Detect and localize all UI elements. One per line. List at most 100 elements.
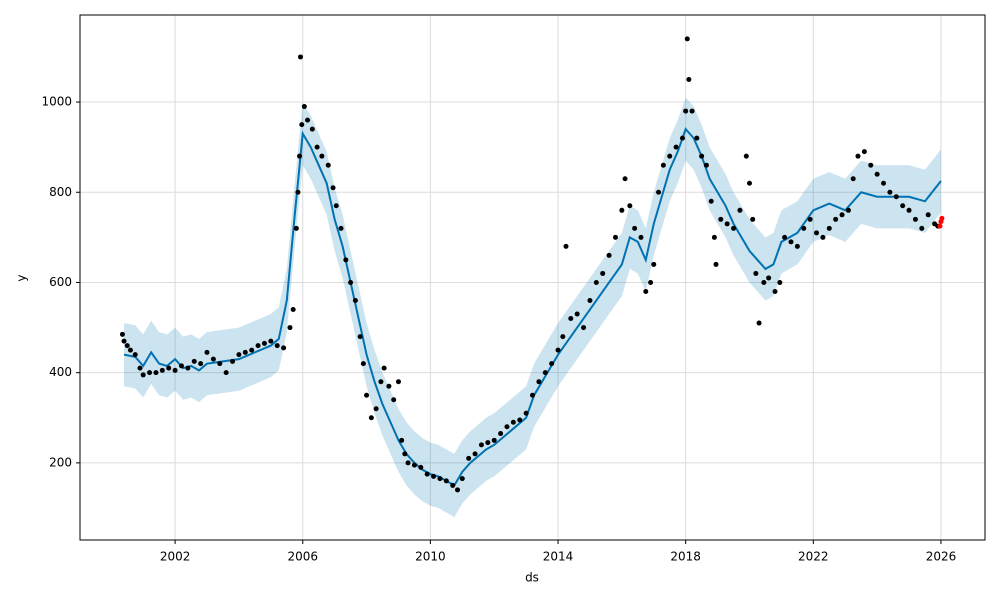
data-point [606, 252, 612, 258]
data-point [352, 298, 358, 304]
data-point [855, 153, 861, 159]
data-point [261, 340, 267, 346]
data-point [703, 162, 709, 168]
data-point [204, 349, 210, 355]
data-point [536, 379, 542, 385]
grid [80, 15, 985, 540]
x-tick-label: 2026 [926, 550, 957, 564]
data-point [424, 471, 430, 477]
data-point [137, 365, 143, 371]
data-point [191, 358, 197, 364]
data-point [368, 415, 374, 421]
data-point [299, 122, 305, 128]
x-tick-label: 2018 [670, 550, 701, 564]
data-point [794, 243, 800, 249]
data-point [667, 153, 673, 159]
data-point [919, 225, 925, 231]
marks [119, 36, 945, 517]
data-point [708, 198, 714, 204]
data-point [684, 36, 690, 42]
axes: 2002 2006 2010 2014 2018 2022 2026 200 400 600 800… [41, 95, 956, 564]
data-point [694, 135, 700, 141]
data-point [939, 215, 945, 221]
data-point [711, 234, 717, 240]
data-point [402, 451, 408, 457]
data-point [743, 153, 749, 159]
data-point [455, 487, 461, 493]
data-point [801, 225, 807, 231]
data-point [386, 383, 392, 389]
data-point [683, 108, 689, 114]
data-point [660, 162, 666, 168]
data-point [281, 345, 287, 351]
y-axis-label: y [15, 274, 29, 281]
data-point [236, 352, 242, 358]
data-point [826, 225, 832, 231]
data-point [210, 356, 216, 362]
data-point [159, 367, 165, 373]
data-point [166, 365, 172, 371]
data-point [679, 135, 685, 141]
data-point [542, 370, 548, 376]
data-point [689, 108, 695, 114]
data-point [255, 343, 261, 349]
data-point [549, 361, 555, 367]
data-point [325, 162, 331, 168]
data-point [619, 207, 625, 213]
data-point [147, 370, 153, 376]
data-point [411, 462, 417, 468]
data-point [581, 325, 587, 331]
data-point [756, 320, 762, 326]
data-point [498, 431, 504, 437]
data-point [153, 370, 159, 376]
data-point [119, 331, 125, 337]
data-point [319, 153, 325, 159]
data-point [893, 194, 899, 200]
data-point [845, 207, 851, 213]
data-point [295, 189, 301, 195]
data-point [937, 223, 943, 229]
data-point [399, 437, 405, 443]
data-point [731, 225, 737, 231]
data-point [364, 392, 370, 398]
data-point [437, 476, 443, 482]
data-point [772, 288, 778, 294]
data-point [287, 325, 293, 331]
data-point [887, 189, 893, 195]
data-point [217, 361, 223, 367]
uncertainty-band [124, 97, 941, 517]
data-point [333, 203, 339, 209]
data-point [472, 451, 478, 457]
data-point [485, 440, 491, 446]
data-point [746, 180, 752, 186]
y-tick-label: 400 [49, 365, 72, 379]
data-point [638, 234, 644, 240]
data-point [348, 279, 354, 285]
data-point [504, 424, 510, 430]
data-point [900, 203, 906, 209]
data-point [242, 349, 248, 355]
data-point [627, 203, 633, 209]
data-point [656, 189, 662, 195]
y-tick-label: 200 [49, 455, 72, 469]
data-point [713, 261, 719, 267]
x-tick-label: 2014 [543, 550, 574, 564]
data-point [632, 225, 638, 231]
data-point [839, 212, 845, 218]
data-point [132, 352, 138, 358]
data-point [378, 379, 384, 385]
data-point [357, 334, 363, 340]
data-point [600, 270, 606, 276]
data-point [699, 153, 705, 159]
data-point [643, 288, 649, 294]
data-point [418, 464, 424, 470]
data-point [314, 144, 320, 150]
data-point [450, 482, 456, 488]
data-point [249, 347, 255, 353]
data-point [777, 279, 783, 285]
data-point [574, 311, 580, 317]
data-point [782, 234, 788, 240]
data-point [443, 478, 449, 484]
